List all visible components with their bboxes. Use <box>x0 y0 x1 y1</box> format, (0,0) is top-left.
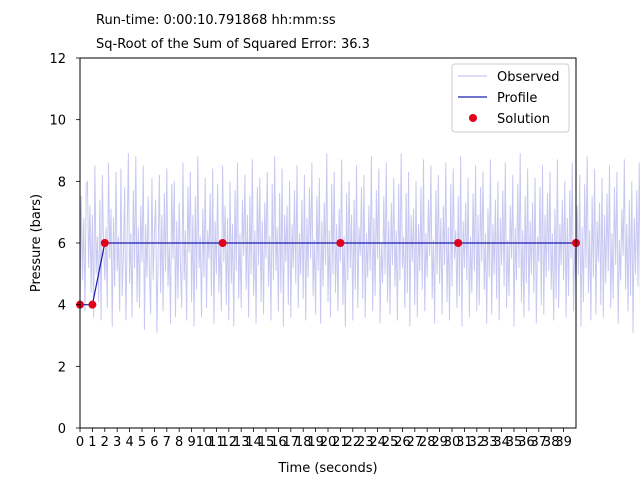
x-tick-label: 4 <box>125 435 133 450</box>
x-tick-label: 18 <box>295 435 312 450</box>
legend: Observed Profile Solution <box>451 63 570 133</box>
axis-ticks: 0 1 2 3 4 5 6 7 8 9 101112131415161718192021222324… <box>49 52 571 450</box>
x-tick-label: 13 <box>233 435 250 450</box>
solution-point <box>218 239 227 247</box>
x-tick-label: 6 <box>150 435 158 450</box>
x-tick-label: 24 <box>369 435 386 450</box>
x-tick-label: 23 <box>357 435 374 450</box>
y-tick-label: 8 <box>58 175 66 190</box>
legend-box <box>451 63 570 133</box>
x-tick-label: 12 <box>221 435 238 450</box>
x-tick-label: 31 <box>456 435 473 450</box>
x-tick-label: 28 <box>419 435 436 450</box>
error-text: Sq-Root of the Sum of Squared Error: 36.… <box>96 37 370 52</box>
x-tick-label: 34 <box>493 435 510 450</box>
x-tick-label: 19 <box>307 435 324 450</box>
x-tick-label: 1 <box>88 435 96 450</box>
x-tick-label: 26 <box>394 435 411 450</box>
x-tick-label: 10 <box>196 435 213 450</box>
x-axis-label: Time (seconds) <box>277 461 377 476</box>
x-tick-label: 32 <box>469 435 486 450</box>
x-tick-label: 39 <box>555 435 572 450</box>
x-tick-label: 8 <box>175 435 183 450</box>
x-tick-label: 30 <box>444 435 461 450</box>
y-axis-label: Pressure (bars) <box>29 194 44 292</box>
x-tick-label: 7 <box>163 435 171 450</box>
y-tick-label: 12 <box>49 52 66 67</box>
y-tick-label: 10 <box>49 114 66 129</box>
observed-series-line <box>79 153 640 333</box>
x-tick-label: 2 <box>101 435 109 450</box>
x-tick-label: 14 <box>245 435 262 450</box>
x-tick-label: 33 <box>481 435 498 450</box>
solution-point <box>88 300 97 309</box>
x-tick-label: 37 <box>531 435 548 450</box>
x-tick-label: 15 <box>258 435 275 450</box>
solution-point <box>336 239 345 247</box>
x-tick-label: 38 <box>543 435 560 450</box>
x-tick-label: 22 <box>345 435 362 450</box>
x-tick-label: 3 <box>113 435 121 450</box>
x-tick-label: 20 <box>320 435 337 450</box>
legend-profile-label: Profile <box>497 91 537 106</box>
y-tick-label: 2 <box>58 360 66 375</box>
x-tick-label: 9 <box>187 435 195 450</box>
x-tick-label: 25 <box>382 435 399 450</box>
y-tick-label: 0 <box>58 422 66 437</box>
x-tick-label: 36 <box>518 435 535 450</box>
x-tick-label: 17 <box>283 435 300 450</box>
legend-solution-label: Solution <box>497 112 550 127</box>
x-tick-label: 5 <box>138 435 146 450</box>
x-tick-label: 29 <box>431 435 448 450</box>
runtime-text: Run-time: 0:00:10.791868 hh:mm:ss <box>96 13 336 28</box>
axes-frame <box>79 57 577 429</box>
x-tick-label: 27 <box>407 435 424 450</box>
legend-observed-label: Observed <box>497 70 560 85</box>
x-tick-label: 16 <box>270 435 287 450</box>
legend-solution-marker <box>469 114 477 122</box>
x-tick-label: 21 <box>332 435 349 450</box>
x-tick-label: 0 <box>76 435 84 450</box>
solution-point <box>100 239 109 247</box>
solution-point <box>454 239 463 247</box>
x-tick-label: 35 <box>506 435 523 450</box>
x-tick-label: 11 <box>208 435 225 450</box>
y-tick-label: 6 <box>58 237 66 252</box>
y-tick-label: 4 <box>58 299 66 314</box>
